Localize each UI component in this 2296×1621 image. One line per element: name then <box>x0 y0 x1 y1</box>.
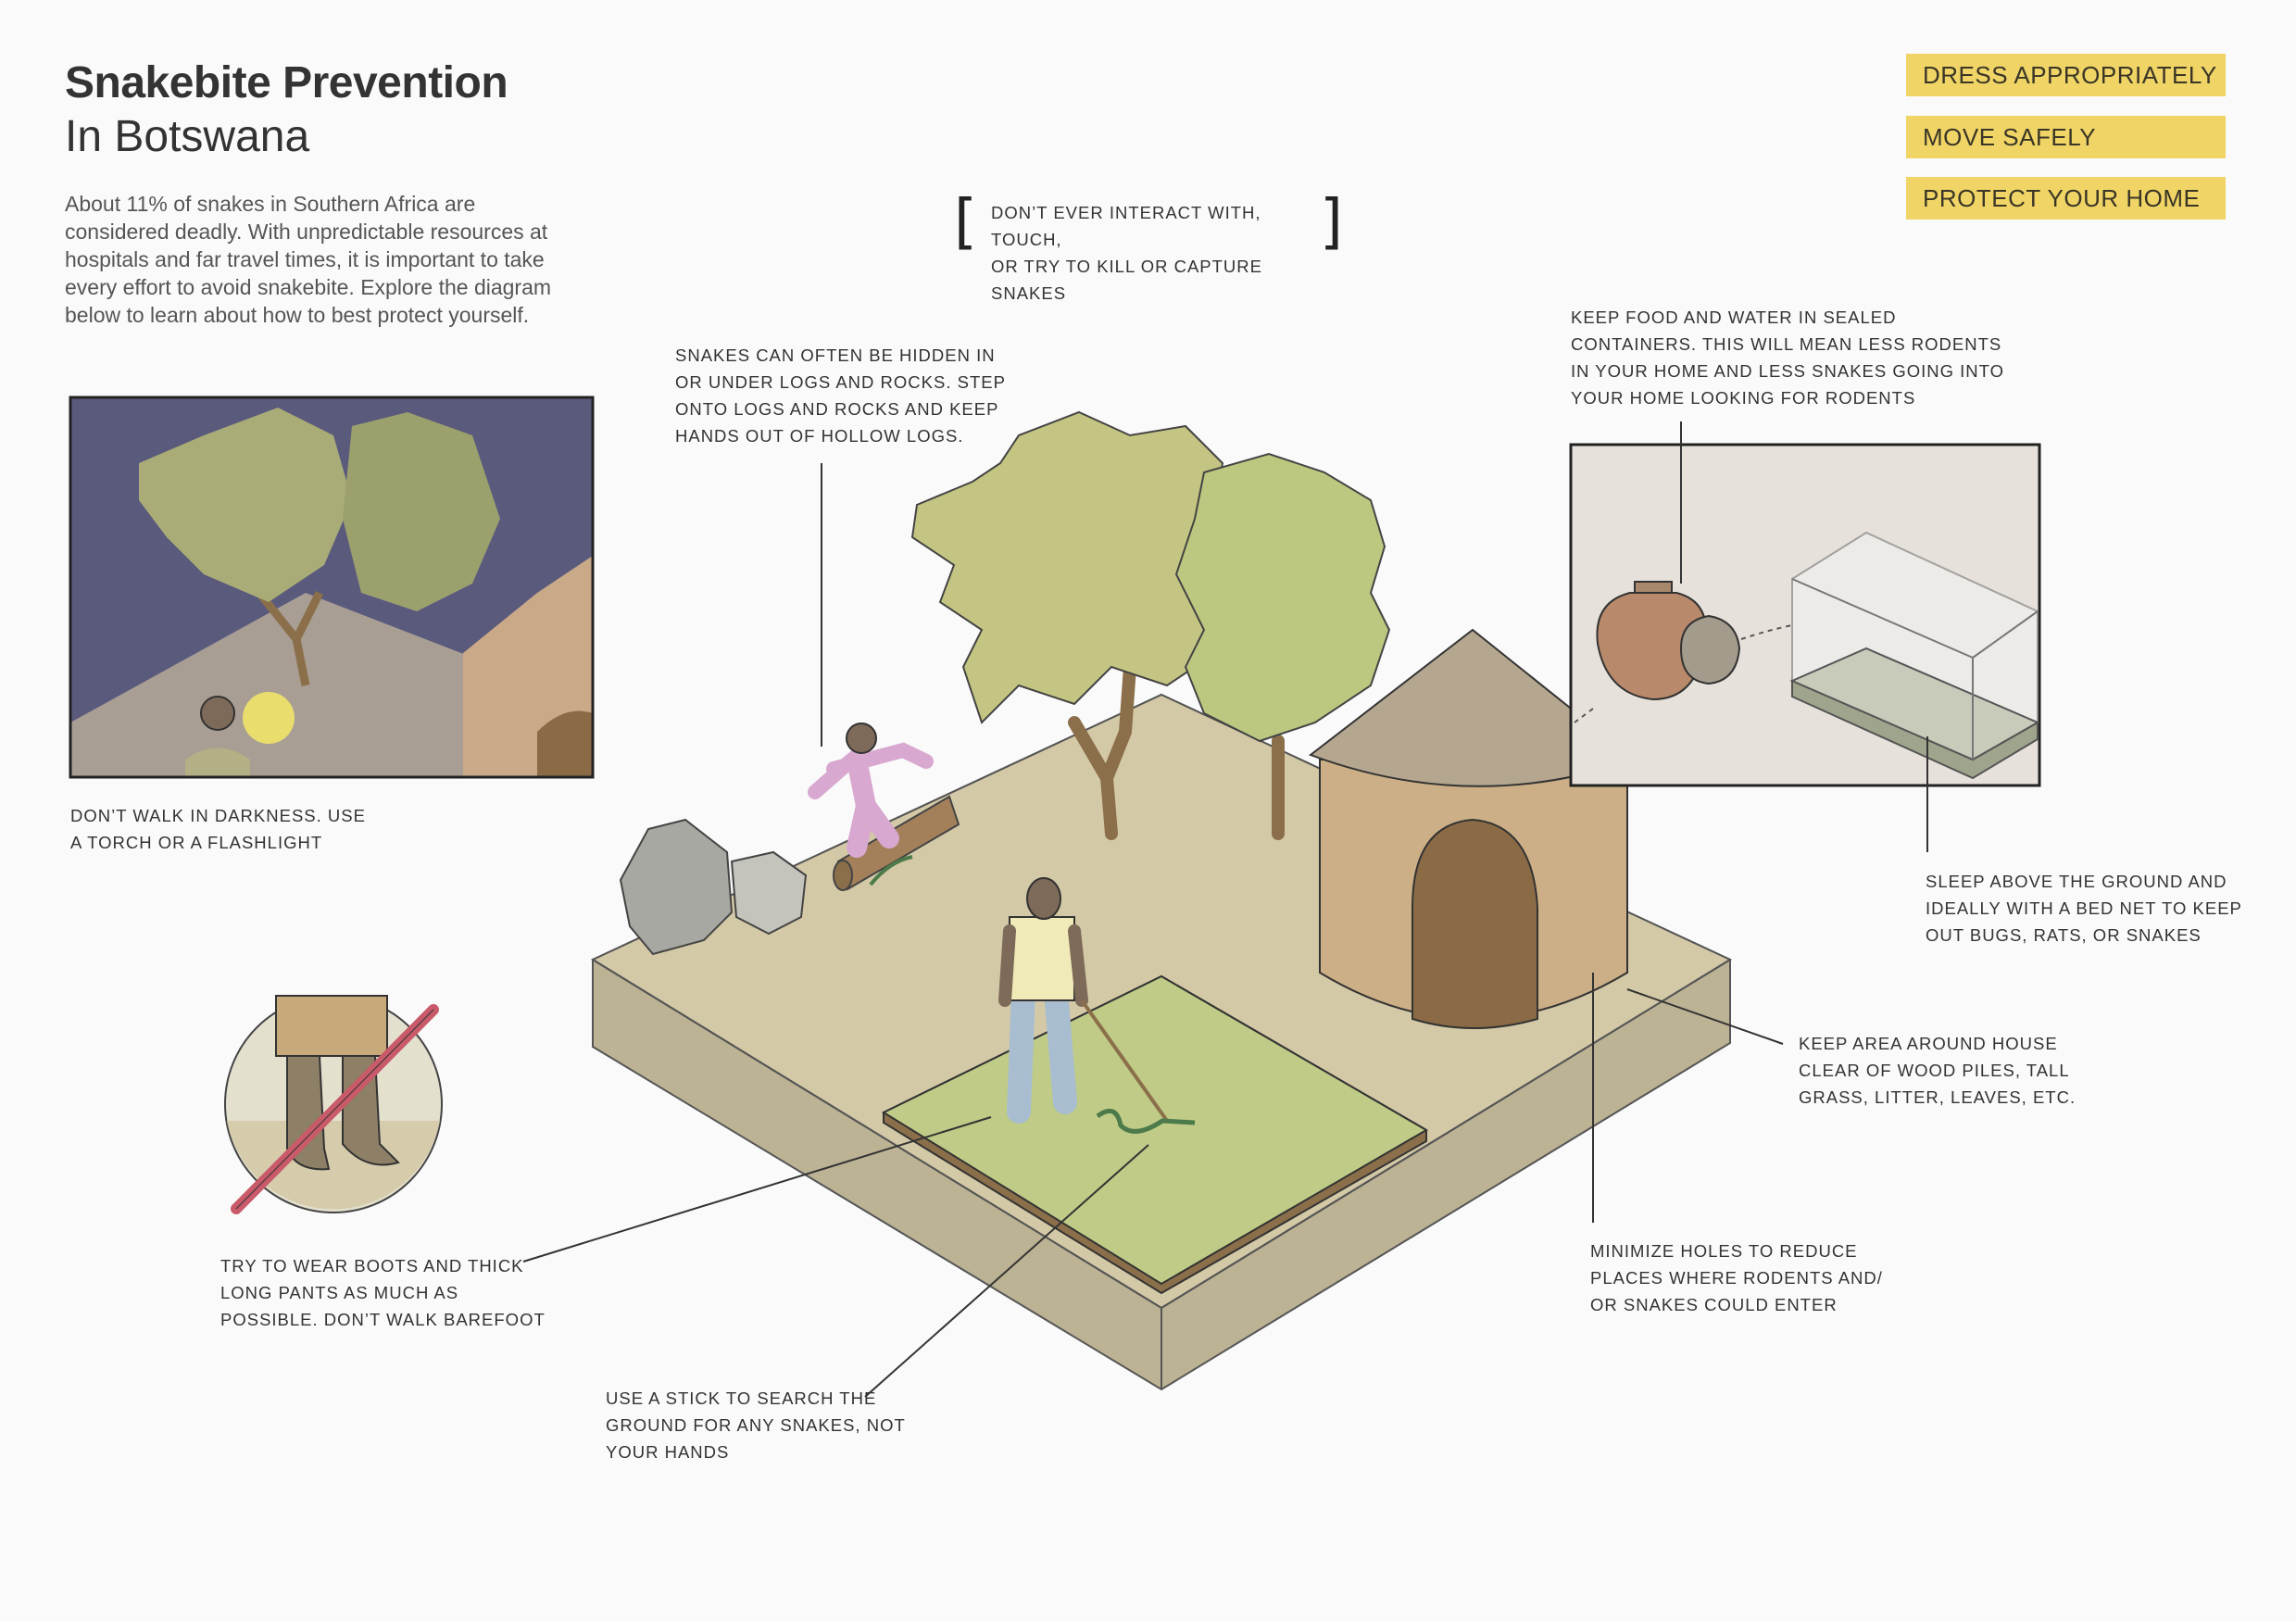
tree-right <box>1174 452 1391 840</box>
intro-paragraph: About 11% of snakes in Southern Africa a… <box>65 192 552 327</box>
callout-dont-interact: DON’T EVER INTERACT WITH, TOUCH, OR TRY … <box>991 203 1262 303</box>
note-minimize-holes: MINIMIZE HOLES TO REDUCE PLACES WHERE RO… <box>1590 1241 1883 1314</box>
log-with-child <box>808 723 960 891</box>
note-boots: TRY TO WEAR BOOTS AND THICK LONG PANTS A… <box>220 1256 546 1329</box>
page-title: Snakebite Prevention <box>65 58 508 107</box>
filter-protect-your-home-button[interactable]: PROTECT YOUR HOME <box>1906 177 2226 220</box>
bracket-right: ] <box>1320 188 1343 257</box>
page-subtitle: In Botswana <box>65 112 310 161</box>
note-food: KEEP FOOD AND WATER IN SEALED CONTAINERS… <box>1571 308 2005 408</box>
filter-dress-appropriately-button[interactable]: DRESS APPROPRIATELY <box>1906 54 2226 96</box>
rocks <box>619 818 808 956</box>
boots-badge <box>224 995 443 1214</box>
bracket-left: [ <box>954 188 977 257</box>
note-clear-area: KEEP AREA AROUND HOUSE CLEAR OF WOOD PIL… <box>1799 1034 2076 1107</box>
hut <box>1308 628 1637 1029</box>
leader-lines <box>522 421 1928 1398</box>
home-interior-panel <box>1569 443 2041 787</box>
tree-left <box>910 410 1234 840</box>
filter-move-safely-button[interactable]: MOVE SAFELY <box>1906 116 2226 158</box>
man-with-stick <box>998 877 1196 1134</box>
note-stick: USE A STICK TO SEARCH THE GROUND FOR ANY… <box>606 1389 906 1462</box>
note-sleep: SLEEP ABOVE THE GROUND AND IDEALLY WITH … <box>1926 872 2242 945</box>
note-darkness: DON’T WALK IN DARKNESS. USE A TORCH OR A… <box>70 806 366 852</box>
note-logs: SNAKES CAN OFTEN BE HIDDEN IN OR UNDER L… <box>675 346 1006 446</box>
darkness-panel <box>69 396 595 779</box>
